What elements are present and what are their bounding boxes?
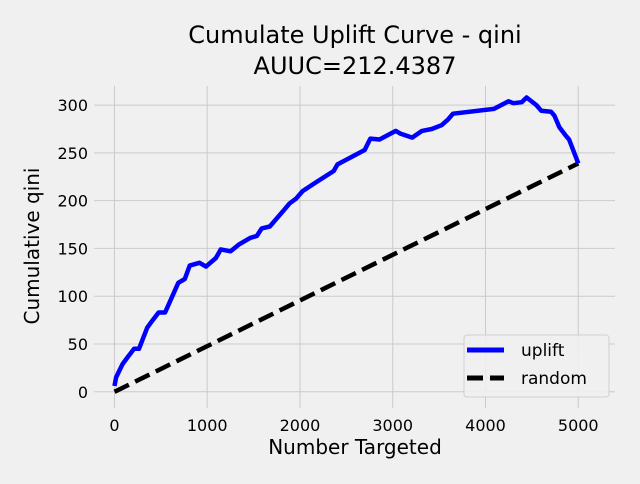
random-line [113, 161, 580, 394]
legend: uplift random [463, 334, 610, 398]
y-tick-label: 150 [57, 239, 88, 258]
x-axis-label: Number Targeted [268, 435, 442, 459]
x-ticks: 0 1000 2000 3000 4000 5000 [109, 416, 598, 435]
x-tick-label: 2000 [280, 416, 321, 435]
x-tick-label: 1000 [187, 416, 228, 435]
x-tick-label: 4000 [465, 416, 506, 435]
series [112, 95, 581, 394]
y-tick-label: 300 [57, 96, 88, 115]
uplift-line [112, 95, 581, 387]
legend-uplift-label: uplift [521, 341, 565, 361]
x-tick-label: 0 [109, 416, 119, 435]
y-axis-label: Cumulative qini [20, 168, 44, 325]
y-ticks: 0 50 100 150 200 250 300 [57, 96, 88, 402]
y-tick-label: 250 [57, 144, 88, 163]
y-tick-label: 0 [78, 383, 88, 402]
x-tick-label: 3000 [372, 416, 413, 435]
y-tick-label: 100 [57, 287, 88, 306]
chart-title: Cumulate Uplift Curve - qini [188, 21, 521, 49]
y-tick-label: 50 [68, 335, 88, 354]
chart-subtitle: AUUC=212.4387 [254, 52, 457, 80]
x-tick-label: 5000 [558, 416, 599, 435]
y-tick-label: 200 [57, 192, 88, 211]
legend-random-label: random [521, 369, 587, 389]
